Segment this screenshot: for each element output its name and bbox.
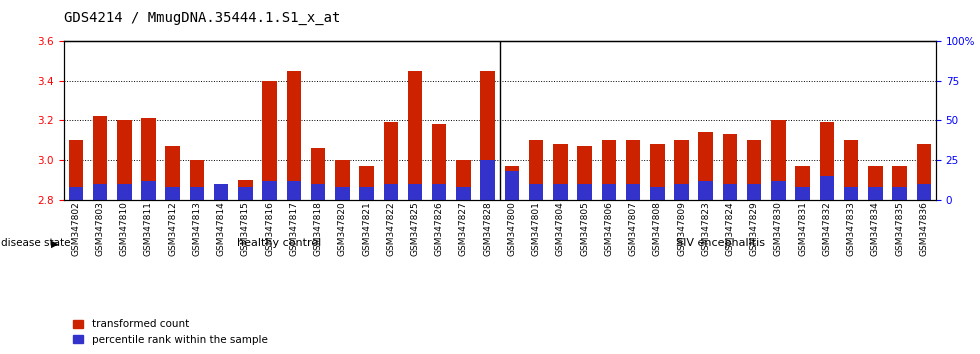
Bar [722,134,737,200]
Bar [93,116,107,200]
Text: SIV encephalitis: SIV encephalitis [676,238,764,249]
Bar [456,160,470,200]
Text: disease state: disease state [1,238,71,249]
Text: GDS4214 / MmugDNA.35444.1.S1_x_at: GDS4214 / MmugDNA.35444.1.S1_x_at [64,11,340,25]
Bar [190,160,204,200]
Bar [819,176,834,200]
Bar [916,144,931,200]
Bar [141,181,156,200]
Bar [722,184,737,200]
Bar [674,184,689,200]
Bar [286,181,301,200]
Bar [69,187,83,200]
Bar [699,132,713,200]
Bar [214,190,228,200]
Bar [844,140,858,200]
Bar [166,187,180,200]
Bar [311,184,325,200]
Bar [602,140,616,200]
Bar [69,140,83,200]
Bar [141,118,156,200]
Bar [238,187,253,200]
Bar [844,187,858,200]
Bar [190,187,204,200]
Bar [480,70,495,200]
Bar [335,187,350,200]
Bar [383,122,398,200]
Bar [214,184,228,200]
Bar [335,160,350,200]
Text: healthy control: healthy control [237,238,321,249]
Bar [360,187,373,200]
Bar [771,120,786,200]
Bar [916,184,931,200]
Bar [626,140,640,200]
Bar [771,181,786,200]
Bar [93,184,107,200]
Bar [238,180,253,200]
Bar [868,187,883,200]
Text: ▶: ▶ [51,238,59,249]
Bar [747,184,761,200]
Bar [286,70,301,200]
Bar [650,187,664,200]
Bar [408,70,422,200]
Bar [456,187,470,200]
Bar [432,184,447,200]
Bar [868,166,883,200]
Bar [117,184,131,200]
Bar [529,140,543,200]
Bar [674,140,689,200]
Bar [505,171,519,200]
Bar [360,166,373,200]
Bar [263,81,277,200]
Bar [577,146,592,200]
Bar [892,166,907,200]
Bar [553,144,567,200]
Bar [408,184,422,200]
Bar [819,122,834,200]
Bar [602,184,616,200]
Bar [432,124,447,200]
Bar [650,144,664,200]
Bar [505,166,519,200]
Bar [747,140,761,200]
Bar [383,184,398,200]
Bar [553,184,567,200]
Bar [166,146,180,200]
Bar [796,166,809,200]
Bar [699,181,713,200]
Bar [480,160,495,200]
Bar [892,187,907,200]
Bar [626,184,640,200]
Bar [263,181,277,200]
Legend: transformed count, percentile rank within the sample: transformed count, percentile rank withi… [69,315,271,349]
Bar [796,187,809,200]
Bar [117,120,131,200]
Bar [529,184,543,200]
Bar [311,148,325,200]
Bar [577,184,592,200]
